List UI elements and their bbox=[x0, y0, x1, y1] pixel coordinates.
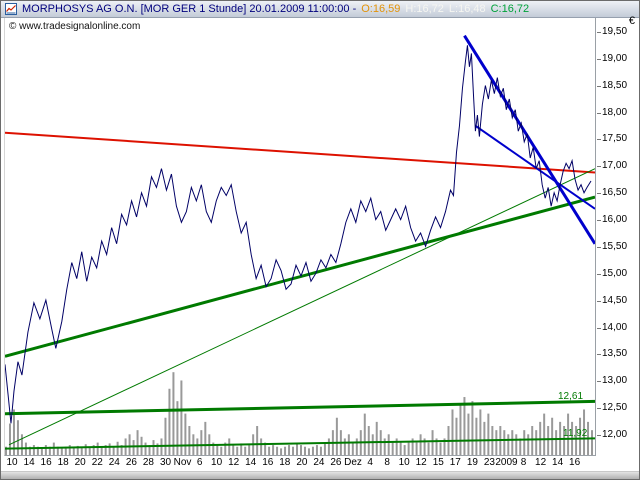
x-axis-tick-label: 6 bbox=[196, 457, 203, 468]
x-axis-tick-label: 17 bbox=[449, 457, 461, 468]
x-axis-tick-label: Nov bbox=[173, 457, 192, 468]
x-axis-tick-label: 10 bbox=[211, 457, 223, 468]
high-value: H:16,72 bbox=[405, 3, 444, 15]
y-axis-tick-label: 14,00 bbox=[596, 322, 628, 333]
x-axis-tick-label: 16 bbox=[262, 457, 274, 468]
x-axis-tick-label: 16 bbox=[569, 457, 581, 468]
x-axis-tick-label: 18 bbox=[279, 457, 291, 468]
x-axis-tick-label: 12 bbox=[228, 457, 240, 468]
x-axis[interactable]: 10 14 16 18 20 22 24 26 28 30 Nov 6 10 12 14 16 18 20 24 26… bbox=[4, 457, 614, 471]
x-axis-tick-label: 28 bbox=[142, 457, 154, 468]
y-axis-tick-label: 14,50 bbox=[596, 295, 628, 306]
currency-unit-label: € bbox=[628, 15, 635, 27]
window-icon[interactable] bbox=[5, 3, 17, 15]
x-axis-tick-label: 30 bbox=[159, 457, 172, 468]
x-axis-tick-label: 22 bbox=[91, 457, 103, 468]
price-chart-canvas[interactable] bbox=[5, 18, 595, 455]
y-axis-tick-label: 16,00 bbox=[596, 214, 628, 225]
x-axis-tick-label: 10 bbox=[6, 457, 18, 468]
x-axis-tick-label: 19 bbox=[466, 457, 478, 468]
x-axis-tick-label: 26 bbox=[125, 457, 137, 468]
x-axis-tick-label: 23 bbox=[483, 457, 495, 468]
x-axis-tick-label: 24 bbox=[108, 457, 120, 468]
y-axis-tick-label: 12,50 bbox=[596, 402, 628, 413]
window-bottom-strip bbox=[1, 471, 639, 479]
y-axis-tick-label: 12,00 bbox=[596, 429, 628, 440]
x-axis-tick-label: 4 bbox=[367, 457, 373, 468]
y-axis-tick-label: 19,00 bbox=[596, 53, 628, 64]
x-axis-tick-label: 14 bbox=[245, 457, 257, 468]
x-axis-tick-label: 16 bbox=[40, 457, 52, 468]
y-axis-tick-label: 16,50 bbox=[596, 187, 628, 198]
y-axis-tick-label: 19,50 bbox=[596, 26, 628, 37]
y-axis[interactable]: € 19,50 19,00 18,50 18,00 17,50 17,00 16,50 16,… bbox=[596, 15, 639, 456]
x-axis-tick-label: 24 bbox=[313, 457, 325, 468]
y-axis-tick-label: 17,50 bbox=[596, 133, 628, 144]
x-axis-tick-label: 8 bbox=[384, 457, 390, 468]
x-axis-tick-label: 12 bbox=[535, 457, 547, 468]
y-axis-tick-label: 15,00 bbox=[596, 268, 628, 279]
price-chart-plot[interactable]: © www.tradesignalonline.com 12,61 11,92 bbox=[4, 18, 596, 456]
titlebar[interactable]: MORPHOSYS AG O.N. [MOR GER 1 Stunde] 20.… bbox=[1, 1, 639, 18]
close-value: C:16,72 bbox=[490, 3, 530, 15]
y-axis-tick-label: 18,00 bbox=[596, 107, 628, 118]
low-value: L:16,48 bbox=[448, 3, 486, 15]
y-axis-tick-label: 13,50 bbox=[596, 348, 628, 359]
x-axis-tick-label: 20 bbox=[296, 457, 308, 468]
x-axis-tick-label: Dez bbox=[344, 457, 362, 468]
y-axis-tick-label: 15,50 bbox=[596, 241, 628, 252]
instrument-title: MORPHOSYS AG O.N. [MOR GER 1 Stunde] 20.… bbox=[22, 3, 357, 15]
open-value: O:16,59 bbox=[361, 3, 401, 15]
x-axis-tick-label: 8 bbox=[520, 457, 527, 468]
trendline-value-label: 12,61 bbox=[558, 391, 584, 402]
x-axis-tick-label: 14 bbox=[23, 457, 35, 468]
watermark: © www.tradesignalonline.com bbox=[9, 21, 141, 32]
x-axis-tick-label: 20 bbox=[74, 457, 86, 468]
x-axis-tick-label: 18 bbox=[57, 457, 69, 468]
y-axis-tick-label: 17,00 bbox=[596, 160, 628, 171]
x-axis-tick-label: 26 bbox=[330, 457, 342, 468]
x-axis-tick-label: 10 bbox=[398, 457, 410, 468]
x-axis-tick-label: 2009 bbox=[495, 457, 518, 468]
x-axis-tick-label: 12 bbox=[415, 457, 427, 468]
x-axis-tick-label: 14 bbox=[552, 457, 564, 468]
y-axis-tick-label: 13,00 bbox=[596, 375, 628, 386]
y-axis-tick-label: 18,50 bbox=[596, 80, 628, 91]
trendline-value-label: 11,92 bbox=[563, 428, 588, 439]
x-axis-tick-label: 15 bbox=[432, 457, 444, 468]
